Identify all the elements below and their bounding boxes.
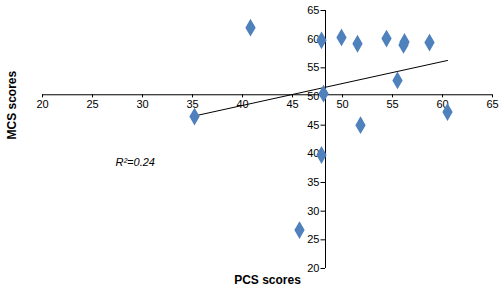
svg-text:40: 40: [307, 147, 320, 160]
svg-text:PCS scores: PCS scores: [234, 273, 301, 287]
svg-text:45: 45: [307, 119, 319, 131]
svg-text:55: 55: [307, 61, 319, 73]
svg-text:40: 40: [236, 98, 249, 111]
svg-text:50: 50: [336, 98, 348, 110]
svg-text:30: 30: [307, 205, 319, 217]
svg-text:60: 60: [436, 98, 449, 111]
svg-text:50: 50: [307, 90, 319, 102]
svg-text:25: 25: [307, 233, 319, 245]
svg-text:60: 60: [307, 32, 320, 45]
svg-text:20: 20: [36, 98, 48, 110]
svg-text:R²=0.24: R²=0.24: [116, 156, 155, 168]
svg-text:65: 65: [307, 4, 319, 16]
svg-text:45: 45: [286, 98, 298, 110]
svg-text:35: 35: [186, 98, 198, 110]
svg-text:55: 55: [386, 98, 398, 110]
svg-text:20: 20: [307, 262, 319, 274]
svg-text:25: 25: [86, 98, 98, 110]
svg-text:35: 35: [307, 176, 319, 188]
svg-text:30: 30: [136, 98, 148, 110]
svg-text:65: 65: [486, 98, 498, 110]
svg-text:MCS scores: MCS scores: [5, 70, 19, 139]
